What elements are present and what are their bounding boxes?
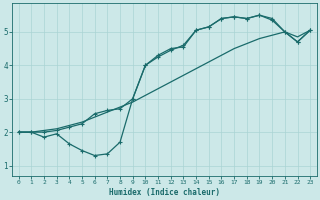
X-axis label: Humidex (Indice chaleur): Humidex (Indice chaleur)	[109, 188, 220, 197]
